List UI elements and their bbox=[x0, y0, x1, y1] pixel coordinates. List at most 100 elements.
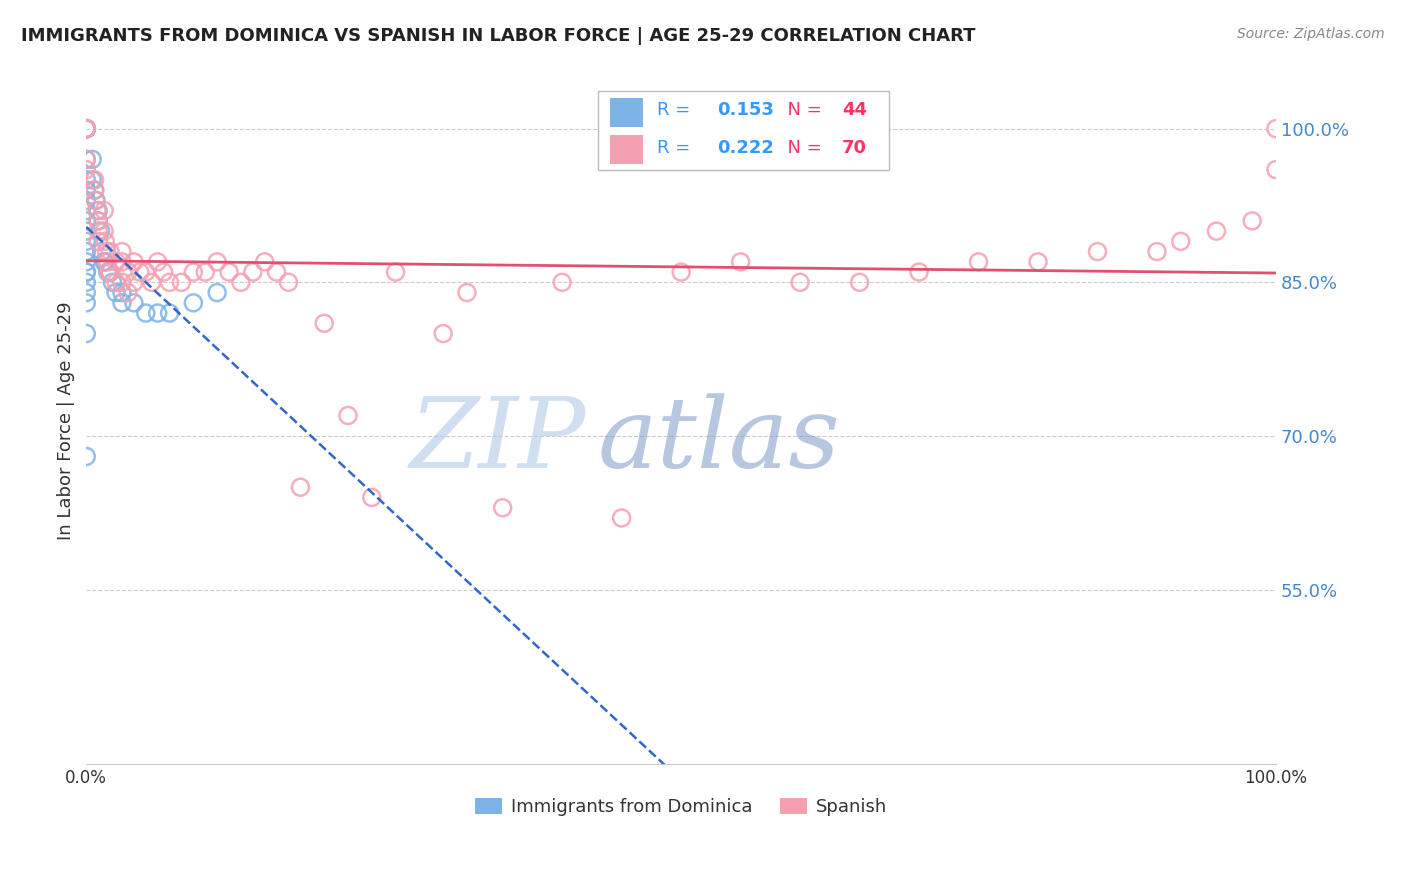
Point bbox=[170, 276, 193, 290]
Point bbox=[159, 276, 181, 290]
Text: ZIP: ZIP bbox=[409, 393, 586, 489]
Point bbox=[122, 295, 145, 310]
Text: R =: R = bbox=[658, 101, 696, 120]
Point bbox=[75, 121, 97, 136]
Point bbox=[1087, 244, 1109, 259]
Point bbox=[492, 500, 515, 515]
Point bbox=[94, 235, 117, 249]
Point bbox=[159, 306, 181, 320]
FancyBboxPatch shape bbox=[598, 91, 890, 170]
Point bbox=[384, 265, 406, 279]
Point bbox=[101, 276, 124, 290]
Point bbox=[83, 183, 105, 197]
Point bbox=[122, 255, 145, 269]
Point bbox=[146, 306, 169, 320]
Text: 0.222: 0.222 bbox=[717, 139, 773, 157]
Point bbox=[75, 265, 97, 279]
Point bbox=[242, 265, 264, 279]
Point bbox=[75, 203, 97, 218]
Point bbox=[75, 153, 97, 167]
Point bbox=[253, 255, 276, 269]
Point bbox=[1026, 255, 1049, 269]
Text: N =: N = bbox=[776, 101, 828, 120]
Text: Source: ZipAtlas.com: Source: ZipAtlas.com bbox=[1237, 27, 1385, 41]
Point bbox=[141, 276, 163, 290]
Point bbox=[97, 255, 120, 269]
Text: N =: N = bbox=[776, 139, 828, 157]
Point bbox=[122, 276, 145, 290]
Point bbox=[75, 224, 97, 238]
Point bbox=[86, 203, 108, 218]
Point bbox=[75, 255, 97, 269]
Point bbox=[1170, 235, 1192, 249]
Point bbox=[135, 306, 157, 320]
Point bbox=[135, 265, 157, 279]
Text: 44: 44 bbox=[842, 101, 866, 120]
Point bbox=[90, 224, 112, 238]
Point bbox=[75, 194, 97, 208]
Point bbox=[218, 265, 240, 279]
Point bbox=[75, 153, 97, 167]
Point bbox=[84, 194, 107, 208]
Point bbox=[75, 121, 97, 136]
Point bbox=[96, 244, 118, 259]
Point bbox=[75, 121, 97, 136]
Point bbox=[87, 214, 110, 228]
Point bbox=[183, 265, 205, 279]
Point bbox=[87, 224, 110, 238]
Point bbox=[146, 255, 169, 269]
Point bbox=[314, 316, 336, 330]
Point bbox=[229, 276, 252, 290]
Point bbox=[87, 203, 110, 218]
Point bbox=[83, 183, 105, 197]
Point bbox=[75, 162, 97, 177]
Point bbox=[90, 244, 112, 259]
Bar bbox=[610, 135, 643, 164]
Point bbox=[105, 285, 128, 300]
Point bbox=[360, 491, 382, 505]
Point bbox=[87, 235, 110, 249]
Point bbox=[1265, 121, 1288, 136]
Point bbox=[75, 285, 97, 300]
Point bbox=[98, 265, 121, 279]
Point bbox=[1205, 224, 1227, 238]
Point bbox=[75, 214, 97, 228]
Point bbox=[111, 276, 134, 290]
Point bbox=[75, 295, 97, 310]
Point bbox=[82, 173, 104, 187]
Point bbox=[87, 214, 110, 228]
Point bbox=[117, 265, 139, 279]
Point bbox=[111, 285, 134, 300]
Point bbox=[105, 276, 128, 290]
Point bbox=[82, 153, 104, 167]
Point bbox=[75, 326, 97, 341]
Text: 70: 70 bbox=[842, 139, 866, 157]
Point bbox=[75, 244, 97, 259]
Point bbox=[432, 326, 454, 341]
Point bbox=[84, 194, 107, 208]
Point bbox=[117, 285, 139, 300]
Point bbox=[111, 295, 134, 310]
Point bbox=[456, 285, 478, 300]
Point bbox=[1146, 244, 1168, 259]
Text: R =: R = bbox=[658, 139, 696, 157]
Point bbox=[266, 265, 288, 279]
Point bbox=[83, 173, 105, 187]
Point bbox=[75, 183, 97, 197]
Point bbox=[111, 255, 134, 269]
Bar bbox=[610, 98, 643, 127]
Point bbox=[789, 276, 811, 290]
Point bbox=[75, 265, 97, 279]
Point bbox=[730, 255, 752, 269]
Point bbox=[75, 121, 97, 136]
Point bbox=[848, 276, 870, 290]
Point bbox=[669, 265, 692, 279]
Point bbox=[93, 203, 115, 218]
Y-axis label: In Labor Force | Age 25-29: In Labor Force | Age 25-29 bbox=[58, 301, 75, 540]
Text: IMMIGRANTS FROM DOMINICA VS SPANISH IN LABOR FORCE | AGE 25-29 CORRELATION CHART: IMMIGRANTS FROM DOMINICA VS SPANISH IN L… bbox=[21, 27, 976, 45]
Point bbox=[94, 255, 117, 269]
Point bbox=[105, 255, 128, 269]
Point bbox=[75, 121, 97, 136]
Point bbox=[967, 255, 990, 269]
Point bbox=[75, 173, 97, 187]
